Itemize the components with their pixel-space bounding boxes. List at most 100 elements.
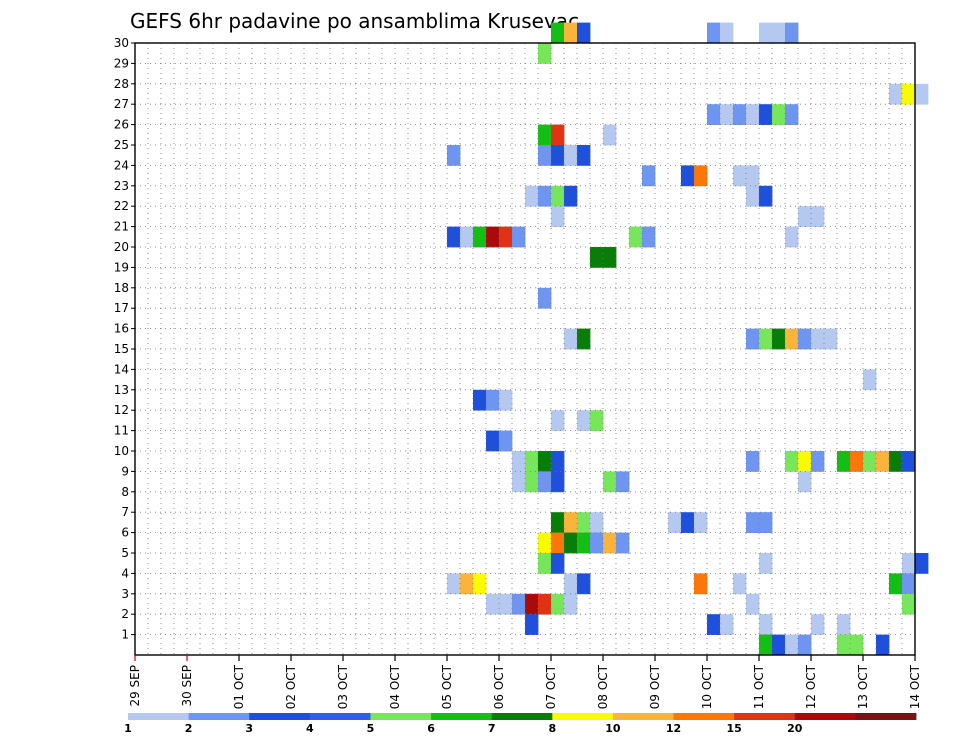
x-tick-label: 03 OCT bbox=[336, 664, 350, 709]
heatmap-cell bbox=[577, 22, 591, 44]
heatmap-cell bbox=[538, 124, 552, 146]
x-tick-label: 12 OCT bbox=[804, 664, 818, 709]
heatmap-cell bbox=[447, 145, 461, 166]
heatmap-cell bbox=[486, 389, 500, 411]
x-tick-label: 04 OCT bbox=[388, 664, 402, 709]
heatmap-cell bbox=[759, 634, 773, 656]
legend-swatch bbox=[612, 713, 674, 720]
heatmap-cell bbox=[538, 185, 552, 207]
y-tick-label: 30 bbox=[114, 36, 129, 50]
chart-title: GEFS 6hr padavine po ansamblima Krusevac bbox=[130, 9, 579, 33]
heatmap-cell bbox=[499, 593, 513, 615]
heatmap-cell bbox=[538, 451, 552, 472]
heatmap-cell bbox=[525, 451, 539, 472]
heatmap-cell bbox=[499, 389, 513, 411]
heatmap-cell bbox=[473, 573, 487, 595]
color-legend: 1 2 3 4 5 6 7 8 10 12 15 20 bbox=[124, 713, 917, 735]
heatmap-cell bbox=[681, 165, 695, 187]
y-tick-label: 26 bbox=[114, 118, 129, 132]
y-tick-label: 4 bbox=[121, 566, 129, 580]
heatmap-cell bbox=[798, 328, 812, 350]
heatmap-cell bbox=[902, 593, 916, 615]
heatmap-cell bbox=[564, 145, 578, 166]
heatmap-cell bbox=[551, 22, 565, 44]
heatmap-cell bbox=[707, 614, 721, 635]
heatmap-cell bbox=[486, 226, 500, 248]
heatmap-cell bbox=[512, 471, 526, 493]
heatmap-cell bbox=[850, 451, 864, 472]
heatmap-cell bbox=[551, 512, 565, 533]
legend-swatch bbox=[128, 713, 190, 720]
heatmap-cell bbox=[538, 471, 552, 493]
heatmap-cell bbox=[746, 165, 760, 187]
heatmap-cell bbox=[837, 634, 851, 656]
heatmap-cell bbox=[746, 512, 760, 533]
heatmap-cell bbox=[824, 328, 838, 350]
heatmap-cell bbox=[902, 83, 916, 105]
heatmap-cell bbox=[564, 532, 578, 554]
heatmap-cell bbox=[590, 410, 604, 431]
y-tick-label: 29 bbox=[114, 56, 129, 70]
heatmap-cell bbox=[512, 226, 526, 248]
heatmap-cell bbox=[551, 206, 565, 227]
legend-label: 5 bbox=[367, 722, 375, 735]
heatmap-cell bbox=[642, 165, 656, 187]
heatmap-cell bbox=[629, 226, 643, 248]
heatmap-cell bbox=[902, 451, 916, 472]
y-tick-label: 21 bbox=[114, 220, 129, 234]
heatmap-cell bbox=[616, 532, 630, 554]
heatmap-cell bbox=[590, 247, 604, 268]
legend-label: 8 bbox=[548, 722, 556, 735]
y-tick-label: 25 bbox=[114, 138, 129, 152]
heatmap-cell bbox=[759, 512, 773, 533]
legend-label: 10 bbox=[605, 722, 621, 735]
y-tick-label: 20 bbox=[114, 240, 129, 254]
x-tick-label: 06 OCT bbox=[492, 664, 506, 709]
heatmap-cell bbox=[772, 634, 786, 656]
legend-label: 3 bbox=[245, 722, 253, 735]
x-tick-label: 09 OCT bbox=[648, 664, 662, 709]
heatmap-cell bbox=[915, 553, 929, 574]
heatmap-cell bbox=[759, 328, 773, 350]
heatmap-cell bbox=[447, 226, 461, 248]
y-tick-label: 13 bbox=[114, 383, 129, 397]
heatmap-cell bbox=[902, 553, 916, 574]
x-tick-label: 11 OCT bbox=[752, 664, 766, 709]
grid-lines bbox=[135, 43, 915, 655]
y-tick-label: 15 bbox=[114, 342, 129, 356]
heatmap-cell bbox=[525, 614, 539, 635]
heatmap-cell bbox=[876, 451, 890, 472]
legend-label: 12 bbox=[666, 722, 681, 735]
heatmap-cell bbox=[577, 532, 591, 554]
y-tick-label: 16 bbox=[114, 322, 129, 336]
heatmap-cell bbox=[603, 471, 617, 493]
heatmap-cell bbox=[603, 532, 617, 554]
heatmap-cell bbox=[564, 573, 578, 595]
heatmap-cell bbox=[538, 532, 552, 554]
heatmap-cell bbox=[798, 471, 812, 493]
heatmap-cell bbox=[551, 185, 565, 207]
heatmap-cell bbox=[746, 593, 760, 615]
heatmap-cell bbox=[785, 451, 799, 472]
heatmap-cell bbox=[538, 287, 552, 309]
legend-swatch bbox=[734, 713, 796, 720]
heatmap-cell bbox=[889, 573, 903, 595]
heatmap-cell bbox=[525, 593, 539, 615]
heatmap-cell bbox=[525, 185, 539, 207]
y-tick-label: 17 bbox=[114, 301, 129, 315]
legend-swatch bbox=[673, 713, 735, 720]
heatmap-cell bbox=[668, 512, 682, 533]
legend-swatch bbox=[491, 713, 553, 720]
heatmap-cell bbox=[902, 573, 916, 595]
heatmap-cell bbox=[525, 471, 539, 493]
y-tick-label: 2 bbox=[121, 607, 129, 621]
heatmap-cell bbox=[538, 145, 552, 166]
heatmap-cell bbox=[863, 369, 877, 391]
heatmap-cell bbox=[447, 573, 461, 595]
heatmap-cell bbox=[512, 593, 526, 615]
heatmap-cell bbox=[590, 512, 604, 533]
heatmap-cell bbox=[551, 124, 565, 146]
heatmap-cell bbox=[577, 573, 591, 595]
x-tick-label: 08 OCT bbox=[596, 664, 610, 709]
heatmap-cell bbox=[616, 471, 630, 493]
